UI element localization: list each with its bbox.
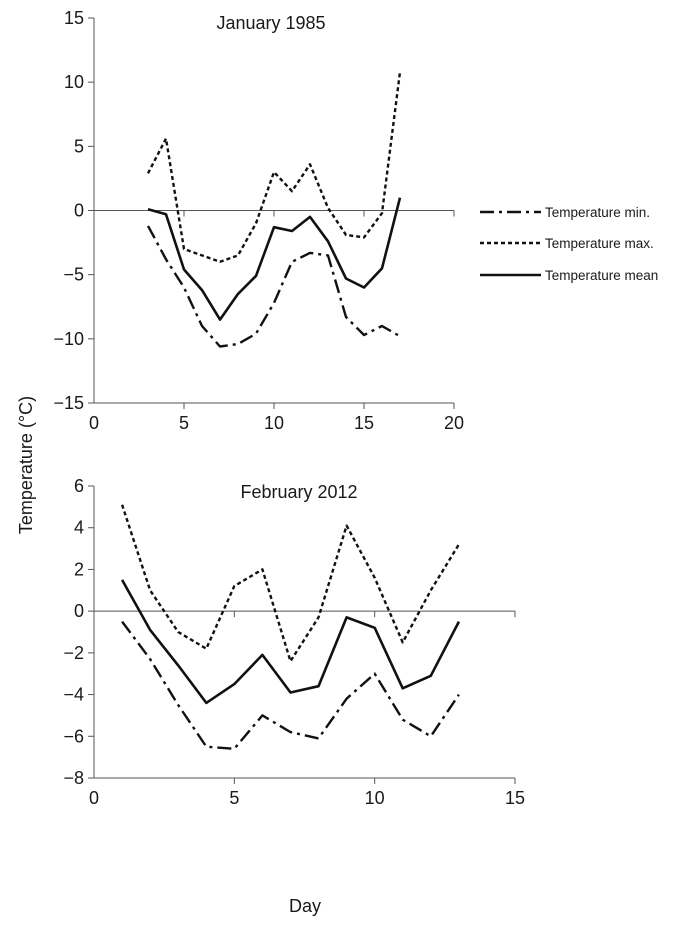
y-tick-label: −15 — [53, 393, 84, 413]
series-line-temperature-min — [121, 620, 460, 750]
y-tick-label: −8 — [63, 768, 84, 788]
chart-title: January 1985 — [216, 13, 325, 33]
legend-label: Temperature min. — [545, 205, 650, 220]
y-tick-label: 5 — [74, 136, 84, 156]
chart-title: February 2012 — [240, 482, 357, 502]
y-axis-label: Temperature (°C) — [16, 396, 36, 534]
series-line-temperature-mean — [120, 579, 461, 705]
chart-february-2012: −8 −6 −4 −2 0 2 4 6 0 5 10 15 February 2012 — [63, 476, 525, 808]
x-tick-label: 15 — [505, 788, 525, 808]
y-tick-label: −2 — [63, 643, 84, 663]
x-tick-label: 5 — [179, 413, 189, 433]
legend-item-temperature-min: Temperature min. — [480, 205, 650, 220]
legend-item-temperature-mean: Temperature mean — [480, 268, 658, 283]
y-tick-label: 6 — [74, 476, 84, 496]
y-tick-label: −6 — [63, 726, 84, 746]
series-line-temperature-max — [120, 504, 460, 663]
legend-item-temperature-max: Temperature max. — [480, 236, 654, 251]
x-tick-label: 15 — [354, 413, 374, 433]
chart-january-1985: −15 −10 −5 0 5 10 15 0 5 10 15 20 January 1985 — [53, 8, 464, 433]
y-tick-label: 15 — [64, 8, 84, 28]
x-tick-label: 20 — [444, 413, 464, 433]
legend: Temperature min. Temperature max. Temperat… — [480, 205, 658, 283]
x-tick-label: 5 — [229, 788, 239, 808]
y-tick-label: −10 — [53, 329, 84, 349]
series-line-temperature-min — [146, 225, 401, 348]
x-tick-label: 10 — [264, 413, 284, 433]
x-tick-label: 10 — [365, 788, 385, 808]
x-tick-label: 0 — [89, 413, 99, 433]
series-line-temperature-mean — [147, 197, 402, 321]
y-tick-label: −5 — [63, 265, 84, 285]
legend-label: Temperature mean — [545, 268, 658, 283]
y-tick-label: 10 — [64, 72, 84, 92]
y-tick-label: 2 — [74, 559, 84, 579]
y-tick-label: 0 — [74, 201, 84, 221]
y-tick-label: −4 — [63, 685, 84, 705]
x-axis-label: Day — [289, 896, 321, 916]
series-line-temperature-max — [146, 71, 402, 263]
y-tick-label: 4 — [74, 518, 84, 538]
x-tick-label: 0 — [89, 788, 99, 808]
legend-label: Temperature max. — [545, 236, 654, 251]
y-tick-label: 0 — [74, 601, 84, 621]
